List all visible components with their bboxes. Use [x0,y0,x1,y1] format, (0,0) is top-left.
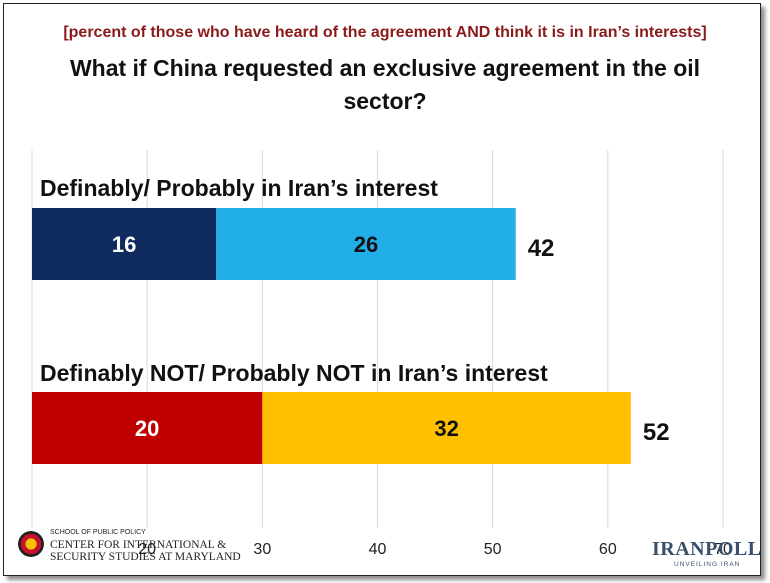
chart-title: What if China requested an exclusive agr… [69,55,701,114]
iranpoll-name: IRANPOLL [652,538,762,560]
iranpoll-tagline: UNVEILING IRAN [674,561,741,568]
x-tick-label: 30 [253,541,271,558]
x-tick-label: 40 [369,541,387,558]
x-tick-label: 20 [138,541,156,558]
total-value-label: 42 [528,235,555,262]
bar-segment [32,208,217,280]
bar-segment [32,392,263,464]
logo-line-center: CENTER FOR INTERNATIONAL & [50,539,227,551]
x-tick-label: 70 [714,541,732,558]
bar-segment [216,208,516,280]
group-label: Definably/ Probably in Iran’s interest [40,175,438,201]
segment-value-label: 16 [112,232,136,257]
logo-line-security: SECURITY STUDIES AT MARYLAND [50,551,241,563]
cissm-logo: SCHOOL OF PUBLIC POLICY CENTER FOR INTER… [14,527,241,569]
bar-segment [262,392,631,464]
university-seal-icon [18,531,44,557]
segment-value-label: 26 [354,232,378,257]
segment-value-label: 20 [135,416,159,441]
chart-subtitle: [percent of those who have heard of the … [63,24,707,41]
group-label: Definably NOT/ Probably NOT in Iran’s in… [40,360,548,386]
iranpoll-logo: IRANPOLL UNVEILING IRAN [652,538,762,570]
slide-frame [3,3,761,576]
total-value-label: 52 [643,419,670,446]
x-tick-label: 50 [484,541,502,558]
segment-value-label: 32 [434,416,458,441]
logo-line-school: SCHOOL OF PUBLIC POLICY [50,529,146,536]
x-tick-label: 60 [599,541,617,558]
